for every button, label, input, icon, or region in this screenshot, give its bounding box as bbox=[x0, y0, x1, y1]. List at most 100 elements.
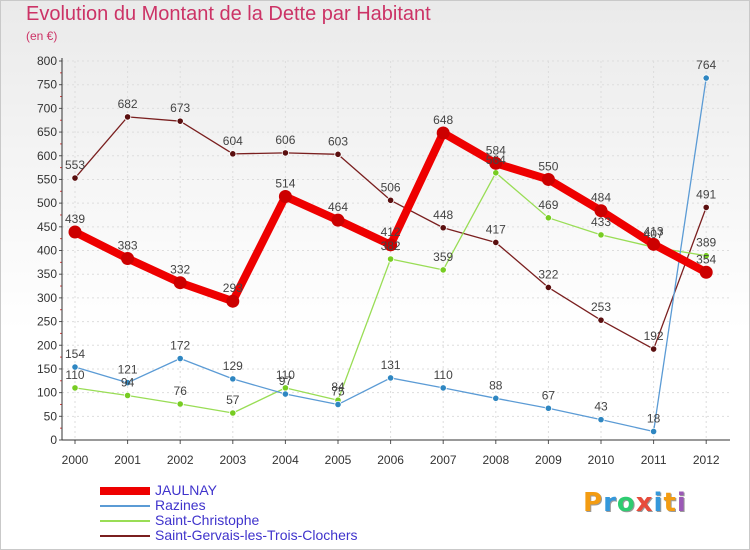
proxiti-logo: Proxiti bbox=[583, 488, 687, 518]
data-point bbox=[334, 400, 342, 409]
data-point bbox=[544, 404, 553, 412]
data-label: 94 bbox=[121, 375, 135, 389]
data-point bbox=[702, 203, 710, 211]
data-point bbox=[384, 238, 398, 252]
data-label: 606 bbox=[275, 133, 295, 147]
data-label: 484 bbox=[591, 191, 611, 205]
x-tick-label: 2003 bbox=[219, 453, 246, 467]
legend-swatch bbox=[100, 505, 150, 507]
data-label: 514 bbox=[275, 176, 295, 190]
y-tick-label: 650 bbox=[37, 125, 57, 139]
chart-title: Evolution du Montant de la Dette par Hab… bbox=[26, 3, 431, 25]
data-label: 433 bbox=[591, 215, 611, 229]
data-point bbox=[334, 150, 342, 158]
data-point bbox=[71, 384, 79, 392]
data-point bbox=[229, 409, 237, 417]
data-point bbox=[649, 345, 658, 353]
data-point bbox=[176, 117, 184, 125]
data-point bbox=[649, 427, 658, 436]
data-label: 154 bbox=[65, 347, 85, 361]
data-point bbox=[229, 150, 237, 158]
data-point bbox=[489, 156, 503, 170]
data-point bbox=[439, 224, 447, 232]
data-point bbox=[331, 213, 345, 227]
data-point bbox=[597, 231, 605, 239]
data-point bbox=[281, 390, 289, 398]
x-tick-label: 2007 bbox=[430, 453, 457, 467]
data-label: 322 bbox=[538, 267, 558, 281]
legend-swatch bbox=[100, 487, 150, 495]
legend-label: Saint-Christophe bbox=[155, 512, 260, 528]
data-label: 550 bbox=[538, 159, 558, 173]
data-point bbox=[439, 384, 447, 392]
data-point bbox=[492, 238, 500, 247]
data-label: 192 bbox=[644, 329, 664, 343]
data-point bbox=[386, 255, 395, 263]
data-label: 121 bbox=[118, 363, 138, 377]
data-point bbox=[597, 416, 605, 424]
x-tick-label: 2010 bbox=[588, 453, 615, 467]
chart-subtitle: (en €) bbox=[26, 29, 58, 43]
x-tick-label: 2001 bbox=[114, 453, 141, 467]
data-point bbox=[176, 354, 184, 363]
data-point bbox=[597, 316, 605, 324]
data-point bbox=[281, 149, 289, 157]
legend-label: Saint-Gervais-les-Trois-Clochers bbox=[155, 527, 358, 543]
x-tick-label: 2009 bbox=[535, 453, 562, 467]
data-label: 97 bbox=[279, 374, 293, 388]
data-point bbox=[68, 225, 82, 239]
x-tick-label: 2004 bbox=[272, 453, 299, 467]
data-label: 43 bbox=[594, 400, 608, 414]
data-label: 57 bbox=[226, 393, 240, 407]
data-point bbox=[647, 237, 661, 251]
data-point bbox=[229, 375, 237, 383]
x-tick-label: 2011 bbox=[641, 453, 667, 467]
data-label: 603 bbox=[328, 134, 348, 148]
x-tick-label: 2000 bbox=[62, 453, 89, 467]
data-point bbox=[439, 266, 447, 274]
data-label: 110 bbox=[434, 368, 453, 382]
data-label: 359 bbox=[433, 250, 453, 264]
legend-label: JAULNAY bbox=[155, 482, 217, 498]
data-point bbox=[124, 113, 132, 121]
data-point bbox=[541, 172, 555, 186]
data-label: 464 bbox=[328, 200, 348, 214]
data-point bbox=[702, 252, 710, 260]
y-tick-label: 350 bbox=[37, 267, 57, 281]
line-chart: 0 50 100 150 200 250 300 350 400 450 500 550 600 650 7… bbox=[37, 54, 730, 467]
y-tick-label: 50 bbox=[44, 409, 58, 423]
data-point bbox=[71, 174, 79, 182]
data-label: 553 bbox=[65, 158, 85, 172]
y-tick-label: 400 bbox=[37, 244, 57, 258]
data-point bbox=[544, 283, 553, 292]
data-label: 84 bbox=[331, 380, 345, 394]
data-label: 389 bbox=[696, 236, 716, 250]
data-label: 469 bbox=[538, 198, 558, 212]
y-tick-label: 200 bbox=[37, 338, 57, 352]
data-label: 417 bbox=[486, 222, 506, 236]
data-label: 584 bbox=[486, 143, 506, 157]
legend-swatch bbox=[100, 535, 150, 537]
data-label: 564 bbox=[486, 153, 506, 167]
data-label: 18 bbox=[647, 411, 661, 425]
legend-swatch bbox=[100, 520, 150, 522]
x-tick-label: 2005 bbox=[325, 453, 352, 467]
y-tick-label: 550 bbox=[37, 172, 57, 186]
data-label: 129 bbox=[223, 359, 243, 373]
data-point bbox=[124, 379, 132, 387]
data-label: 491 bbox=[696, 187, 716, 201]
data-point bbox=[173, 276, 187, 290]
data-point bbox=[226, 294, 240, 308]
data-point bbox=[492, 394, 500, 402]
data-label: 131 bbox=[381, 358, 401, 372]
data-point bbox=[386, 196, 395, 204]
data-label: 67 bbox=[542, 388, 556, 402]
data-label: 293 bbox=[223, 281, 243, 295]
data-label: 172 bbox=[170, 339, 190, 353]
x-tick-label: 2008 bbox=[482, 453, 509, 467]
data-label: 332 bbox=[170, 263, 190, 277]
data-label: 448 bbox=[433, 208, 453, 222]
x-tick-label: 2012 bbox=[693, 453, 720, 467]
data-label: 354 bbox=[696, 252, 716, 266]
